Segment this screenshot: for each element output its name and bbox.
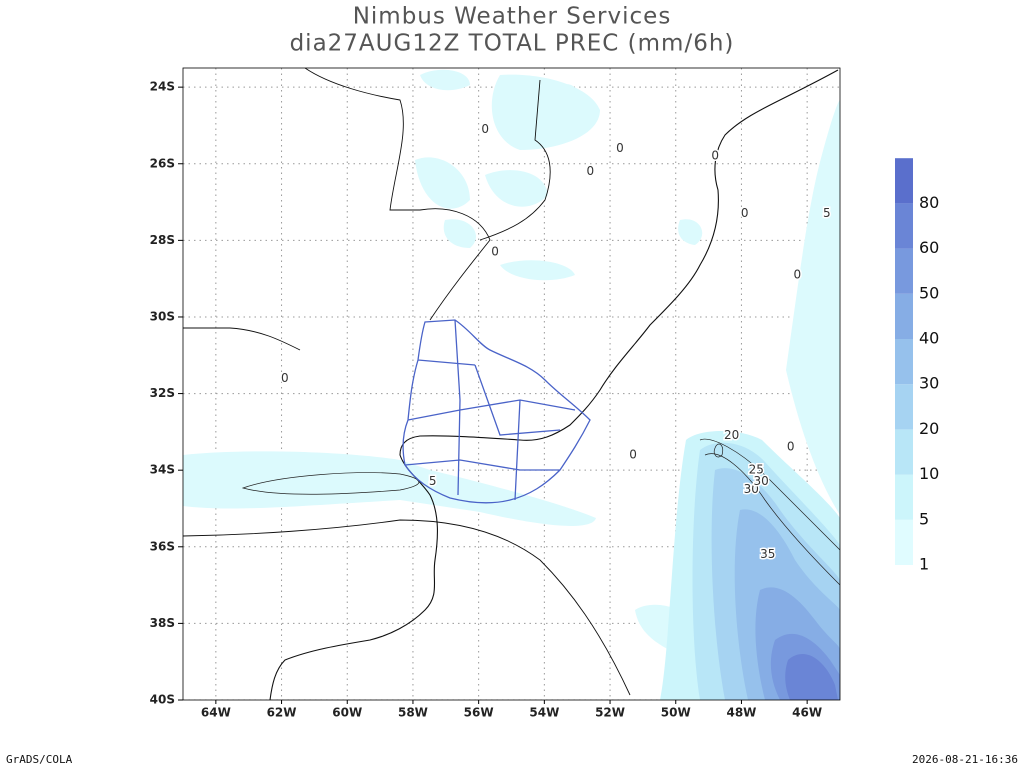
precip-area xyxy=(786,100,840,515)
colorbar-label: 20 xyxy=(919,419,939,438)
lat-tick-label: 32S xyxy=(150,386,175,400)
subtitle: dia27AUG12Z TOTAL PREC (mm/6h) xyxy=(290,31,735,57)
border-line xyxy=(183,68,631,696)
contour-label: 0 xyxy=(741,206,749,220)
colorbar-swatch xyxy=(895,293,913,339)
colorbar-label: 40 xyxy=(919,329,939,348)
contour-label: 35 xyxy=(760,547,775,561)
colorbar: 1 5 10 20 30 40 50 60 80 xyxy=(895,158,939,574)
lat-tick-label: 38S xyxy=(150,616,175,630)
lon-tick-label: 52W xyxy=(595,706,625,720)
colorbar-label: 5 xyxy=(919,509,929,528)
lat-tick-label: 36S xyxy=(150,539,175,553)
title: Nimbus Weather Services xyxy=(353,4,672,30)
colorbar-swatch xyxy=(895,339,913,385)
colorbar-swatch xyxy=(895,519,913,565)
colorbar-label: 30 xyxy=(919,374,939,393)
lon-tick-label: 56W xyxy=(464,706,494,720)
colorbar-swatch xyxy=(895,248,913,294)
lat-tick-label: 24S xyxy=(150,80,175,94)
lon-tick-label: 58W xyxy=(398,706,428,720)
lat-tick-label: 30S xyxy=(150,309,175,323)
contour-label: 0 xyxy=(629,447,637,461)
contour-label: 5 xyxy=(823,206,831,220)
colorbar-label: 80 xyxy=(919,193,939,212)
footer-left: GrADS/COLA xyxy=(6,753,73,766)
lon-tick-label: 60W xyxy=(332,706,362,720)
contour-label: 5 xyxy=(429,474,437,488)
contour-line xyxy=(241,438,840,586)
contour-label: 0 xyxy=(491,244,499,258)
colorbar-swatch xyxy=(895,429,913,475)
colorbar-swatch xyxy=(895,384,913,430)
lat-tick-label: 40S xyxy=(150,693,175,707)
contour-label: 20 xyxy=(724,428,739,442)
contour-label: 0 xyxy=(711,149,719,163)
colorbar-label: 1 xyxy=(919,555,929,574)
colorbar-label: 10 xyxy=(919,464,939,483)
colorbar-swatch xyxy=(895,158,913,204)
colorbar-label: 60 xyxy=(919,238,939,257)
grid xyxy=(183,68,840,700)
contour-label: 0 xyxy=(281,371,289,385)
lon-tick-label: 50W xyxy=(661,706,691,720)
uruguay-border xyxy=(402,319,591,504)
map-frame xyxy=(182,67,841,701)
contour-label: 0 xyxy=(587,164,595,178)
contour-label: 0 xyxy=(793,267,801,281)
contour-label: 25 xyxy=(749,463,764,477)
lon-tick-label: 46W xyxy=(792,706,822,720)
lon-tick-label: 48W xyxy=(726,706,756,720)
colorbar-swatch xyxy=(895,474,913,520)
contour-label: 0 xyxy=(787,440,795,454)
lat-tick-label: 34S xyxy=(150,463,175,477)
colorbar-label: 50 xyxy=(919,283,939,302)
lat-tick-label: 26S xyxy=(150,156,175,170)
precip-area xyxy=(183,451,596,526)
contour-label: 0 xyxy=(616,141,624,155)
lon-tick-label: 64W xyxy=(201,706,231,720)
lon-tick-label: 62W xyxy=(267,706,297,720)
footer-right: 2026-08-21-16:36 xyxy=(912,753,1018,766)
contour-label: 0 xyxy=(481,122,489,136)
lon-tick-label: 54W xyxy=(529,706,559,720)
precip-area xyxy=(415,69,703,281)
contour-label: 30 xyxy=(754,474,769,488)
precip-area xyxy=(785,654,838,700)
colorbar-swatch xyxy=(895,203,913,249)
lat-tick-label: 28S xyxy=(150,233,175,247)
coastline xyxy=(269,69,839,700)
contour-label: 30 xyxy=(744,482,759,496)
axes: 64W 62W 60W 58W 56W 54W 52W 50W 48W 46W 24S 26S 28S 3… xyxy=(150,80,822,720)
